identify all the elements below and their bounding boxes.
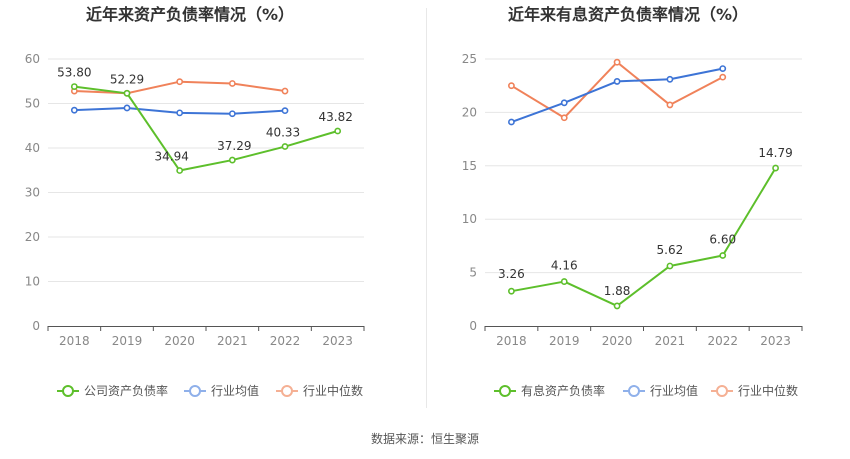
interest-ratio-chart: 近年来有息资产负债率情况（%） 0 5 10 15 20 25 2018 2019 2020 202… (462, 5, 803, 398)
x-tick-label: 2022 (707, 334, 738, 348)
data-label: 34.94 (154, 150, 188, 164)
x-tick-label: 2023 (760, 334, 791, 348)
data-point (613, 302, 621, 310)
data-point (123, 89, 131, 97)
y-tick-label: 5 (469, 266, 477, 280)
legend-marker (499, 385, 511, 397)
y-tick-label: 10 (25, 275, 40, 289)
legend-label: 有息资产负债率 (521, 383, 605, 398)
data-point (772, 164, 779, 172)
data-point (281, 87, 289, 95)
legend-label: 行业中位数 (738, 383, 798, 398)
legend-marker (281, 385, 293, 397)
data-label: 37.29 (217, 139, 251, 153)
data-point (228, 110, 236, 118)
data-label: 5.62 (657, 243, 684, 257)
legend-item: 行业中位数 (711, 383, 798, 398)
series-line (511, 67, 723, 123)
y-tick-label: 20 (462, 105, 477, 119)
chart-title: 近年来有息资产负债率情况（%） (508, 5, 748, 24)
data-point (508, 82, 515, 90)
data-point (176, 78, 184, 86)
x-tick-label: 2019 (549, 334, 580, 348)
x-tick-label: 2023 (322, 334, 353, 348)
data-label: 1.88 (604, 284, 631, 298)
data-point (228, 156, 236, 164)
x-tick-label: 2018 (496, 334, 527, 348)
x-tick-label: 2020 (602, 334, 633, 348)
legend-marker (62, 385, 74, 397)
series-line (510, 61, 724, 119)
legend-marker (628, 385, 640, 397)
data-label: 6.60 (709, 233, 736, 247)
series-line (511, 167, 777, 307)
data-point (70, 106, 78, 114)
data-point (560, 99, 568, 107)
data-point (666, 262, 674, 270)
x-tick-label: 2022 (270, 334, 301, 348)
data-point (508, 118, 515, 126)
data-point (281, 143, 289, 150)
chart-title: 近年来资产负债率情况（%） (86, 5, 294, 24)
data-point (176, 109, 184, 117)
data-point (666, 75, 674, 83)
data-point (228, 80, 236, 87)
data-label: 40.33 (266, 126, 300, 140)
data-label: 3.26 (498, 267, 525, 281)
y-tick-label: 30 (25, 186, 40, 200)
x-tick-label: 2020 (164, 334, 195, 348)
x-tick-label: 2018 (59, 334, 90, 348)
y-tick-label: 15 (462, 159, 477, 173)
data-point (281, 107, 289, 115)
data-point (176, 167, 184, 174)
x-tick-label: 2019 (112, 334, 143, 348)
legend-item: 行业均值 (623, 383, 698, 398)
data-point (666, 101, 674, 109)
data-point (508, 287, 515, 295)
data-point (123, 104, 131, 112)
legend-label: 行业均值 (211, 383, 259, 398)
y-tick-label: 10 (462, 212, 477, 226)
x-tick-label: 2021 (217, 334, 248, 348)
y-tick-label: 50 (25, 97, 40, 111)
data-point (334, 127, 342, 135)
y-tick-label: 25 (462, 52, 477, 66)
data-point (719, 65, 727, 73)
data-label: 53.80 (57, 66, 91, 80)
legend-marker (189, 385, 201, 397)
data-point (560, 278, 568, 285)
data-point (613, 58, 621, 66)
y-tick-label: 0 (32, 319, 40, 333)
data-label: 43.82 (318, 110, 352, 124)
data-label: 52.29 (110, 72, 144, 86)
y-tick-label: 0 (469, 319, 477, 333)
data-source: 数据来源：恒生聚源 (371, 431, 479, 446)
data-point (70, 83, 78, 90)
data-point (613, 78, 621, 85)
series-line (74, 85, 338, 172)
data-point (560, 114, 568, 122)
legend-label: 行业均值 (650, 383, 698, 398)
asset-ratio-chart: 近年来资产负债率情况（%） 0 10 20 30 40 50 60 2018 2019 2020 20… (25, 5, 365, 398)
y-tick-label: 40 (25, 141, 40, 155)
legend-item: 行业均值 (184, 383, 259, 398)
data-label: 14.79 (758, 146, 792, 160)
legend-marker (716, 385, 728, 397)
data-label: 4.16 (551, 259, 578, 273)
legend-item: 公司资产负债率 (57, 383, 168, 398)
legend-item: 行业中位数 (276, 383, 363, 398)
legend-label: 公司资产负债率 (84, 383, 168, 398)
x-tick-label: 2021 (655, 334, 686, 348)
data-point (719, 73, 727, 81)
y-tick-label: 60 (25, 52, 40, 66)
legend-item: 有息资产负债率 (494, 383, 605, 398)
data-point (719, 252, 727, 259)
legend-label: 行业中位数 (303, 383, 363, 398)
y-tick-label: 20 (25, 230, 40, 244)
